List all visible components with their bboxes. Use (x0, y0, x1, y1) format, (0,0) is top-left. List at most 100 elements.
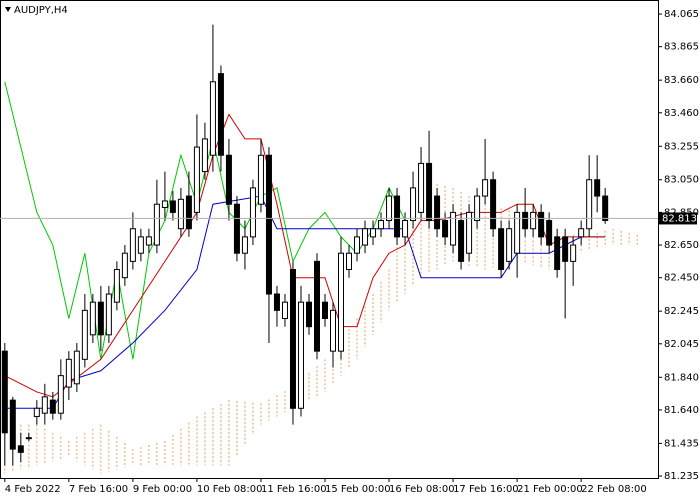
candle-body (201, 138, 208, 173)
symbol-menu-icon[interactable] (5, 7, 11, 12)
candle-body (546, 220, 553, 246)
candle-body (217, 73, 224, 156)
candle-body (378, 220, 385, 230)
candle-body (129, 228, 136, 262)
candle-body (370, 228, 377, 238)
y-tick-label: 81.640 (664, 405, 699, 416)
candle-body (530, 211, 537, 230)
candle-body (177, 198, 184, 230)
y-tick-label: 81.235 (664, 471, 699, 482)
y-tick-label: 82.245 (664, 306, 699, 317)
candle-body (514, 211, 521, 254)
candle-body (426, 162, 433, 222)
x-tick-label: 21 Feb 00:00 (517, 484, 583, 495)
candle-body (482, 179, 489, 197)
plot-frame (0, 0, 659, 479)
y-tick-label: 83.255 (664, 141, 699, 152)
y-tick-label: 83.660 (664, 75, 699, 86)
candle-body (153, 203, 160, 246)
candle-body (458, 220, 465, 262)
candle-body (313, 260, 320, 352)
candle-body (562, 236, 569, 262)
candle-body (538, 211, 545, 238)
candle-body (338, 252, 345, 352)
candle-body (145, 236, 152, 246)
candle-body (289, 269, 296, 409)
candle-body (97, 301, 104, 336)
candle-body (578, 228, 585, 238)
x-tick-label: 4 Feb 2022 (5, 484, 61, 495)
candle-body (554, 236, 561, 271)
candle-body (57, 375, 64, 414)
candle-body (354, 236, 361, 254)
candle-body (73, 350, 80, 385)
candle-body (233, 203, 240, 254)
candle-body (297, 301, 304, 409)
x-tick-label: 16 Feb 08:00 (389, 484, 455, 495)
candle-body (330, 309, 337, 352)
candle-body (25, 437, 32, 440)
y-tick-label: 83.865 (664, 42, 699, 53)
candle-body (249, 187, 256, 238)
last-price-box (659, 212, 697, 225)
x-tick-label: 17 Feb 16:00 (453, 484, 519, 495)
candle-body (394, 195, 401, 238)
candle-body (570, 244, 577, 262)
candle-body (1, 350, 8, 434)
candle-body (225, 154, 232, 205)
x-tick-label: 15 Feb 00:00 (325, 484, 391, 495)
y-tick-label: 82.045 (664, 339, 699, 350)
candle-body (321, 301, 328, 320)
candle-body (41, 396, 48, 414)
candle-body (161, 200, 168, 208)
candle-body (474, 195, 481, 222)
y-tick-label: 83.050 (664, 175, 699, 186)
candle-body (346, 252, 353, 271)
candle-body (586, 179, 593, 230)
candle-body (169, 200, 176, 213)
candle-body (305, 301, 312, 328)
y-tick-label: 84.065 (664, 9, 699, 20)
candle-body (105, 293, 112, 336)
y-tick-label: 83.460 (664, 108, 699, 119)
candle-body (81, 309, 88, 360)
candle-body (442, 220, 449, 238)
x-tick-label: 10 Feb 08:00 (197, 484, 263, 495)
candle-body (410, 187, 417, 222)
candle-body (17, 445, 24, 453)
candle-body (265, 154, 272, 295)
candle-body (402, 220, 409, 238)
candle-body (113, 269, 120, 303)
candle-body (418, 162, 425, 213)
candle-body (362, 228, 369, 246)
candle-body (281, 301, 288, 320)
candle-body (273, 293, 280, 311)
candle-body (241, 236, 248, 254)
x-tick-label: 22 Feb 08:00 (581, 484, 647, 495)
candle-body (137, 236, 144, 254)
candle-body (209, 81, 216, 156)
y-tick-label: 82.650 (664, 240, 699, 251)
x-tick-label: 9 Feb 00:00 (133, 484, 192, 495)
candle-body (602, 195, 609, 222)
last-price-label: 82.813 (662, 213, 697, 224)
y-tick-label: 82.450 (664, 273, 699, 284)
candle-body (594, 179, 601, 197)
candle-body (498, 228, 505, 271)
chart-title: AUDJPY,H4 (14, 5, 68, 16)
candle-body (506, 228, 513, 262)
candle-body (490, 179, 497, 230)
x-tick-label: 7 Feb 16:00 (69, 484, 128, 495)
candle-body (121, 252, 128, 279)
candle-body (65, 358, 72, 388)
candle-body (522, 211, 529, 230)
candle-body (185, 195, 192, 230)
y-tick-label: 81.840 (664, 372, 699, 383)
candle-body (193, 146, 200, 213)
candle-body (450, 211, 457, 246)
candle-body (466, 211, 473, 254)
x-tick-label: 11 Feb 16:00 (261, 484, 327, 495)
candle-body (33, 407, 40, 417)
